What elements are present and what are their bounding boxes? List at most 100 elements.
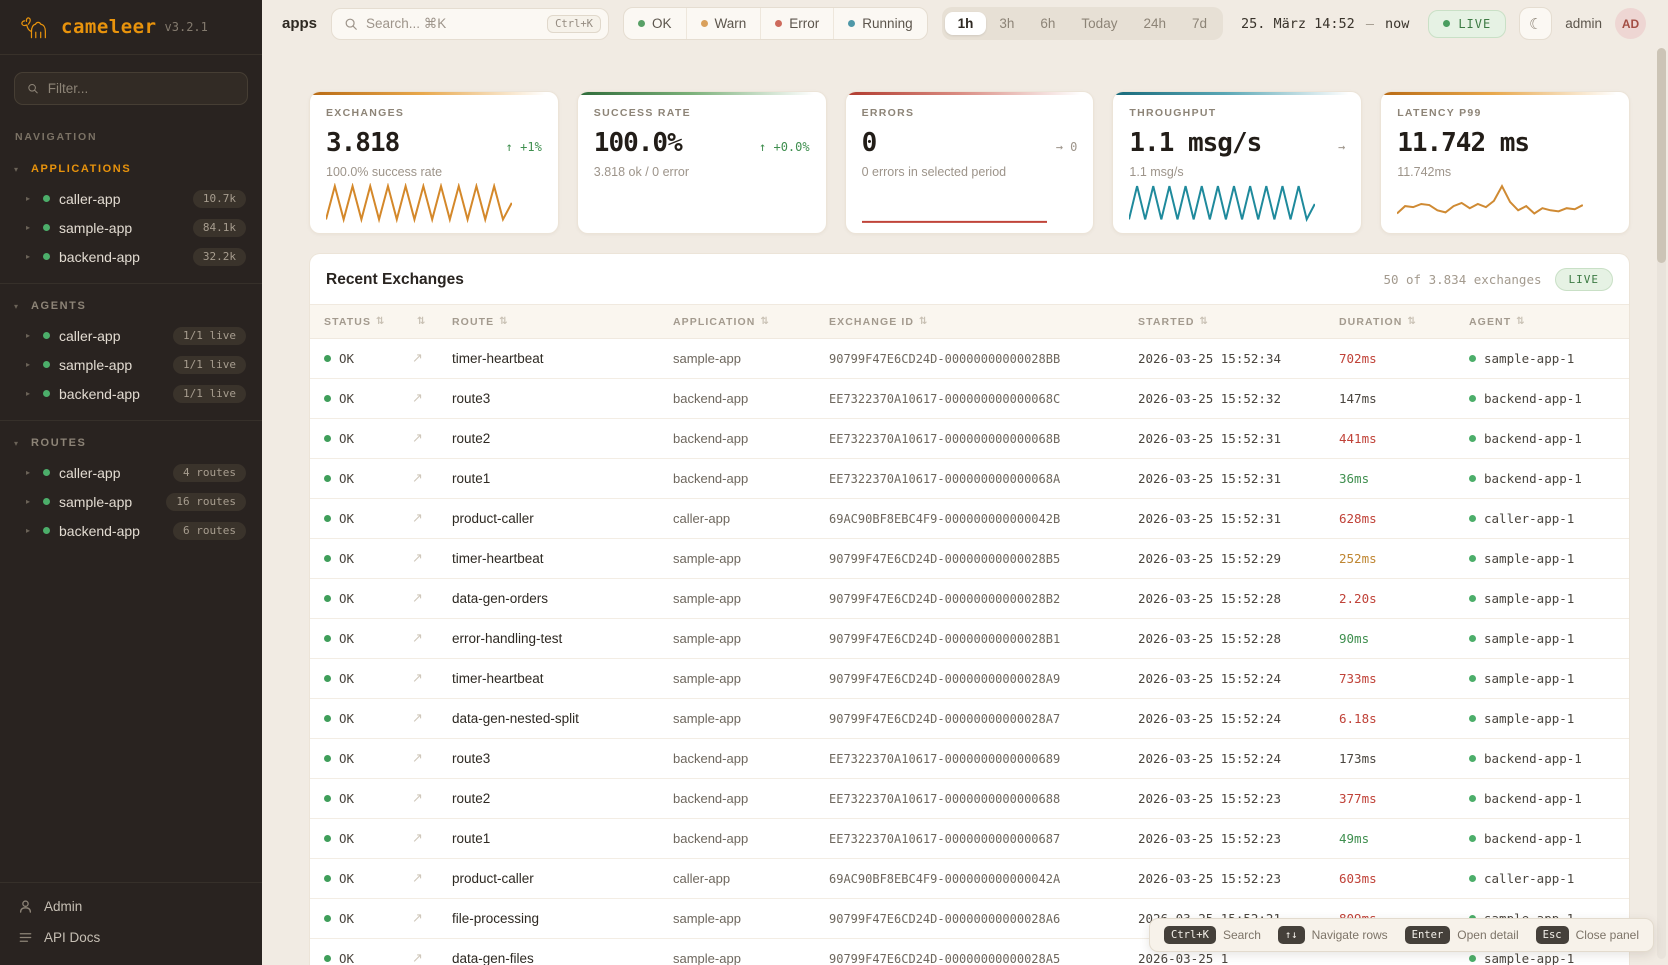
open-detail-icon[interactable]: ↗ <box>412 671 423 686</box>
live-toggle[interactable]: LIVE <box>1428 9 1507 38</box>
kpi-sparkline <box>326 183 512 225</box>
column-header[interactable]: ROUTE ⇅ <box>452 316 673 328</box>
time-range-chip[interactable]: 6h <box>1040 16 1056 31</box>
table-row[interactable]: OK ↗ timer-heartbeat sample-app 90799F47… <box>310 339 1629 379</box>
open-detail-icon[interactable]: ↗ <box>412 791 423 806</box>
duration-cell: 6.18s <box>1339 711 1377 726</box>
open-detail-icon[interactable]: ↗ <box>412 831 423 846</box>
table-row[interactable]: OK ↗ route2 backend-app EE7322370A10617-… <box>310 419 1629 459</box>
section-header-routes[interactable]: ▾ ROUTES <box>14 433 248 458</box>
kpi-label: LATENCY P99 <box>1397 107 1482 119</box>
kpi-value: 11.742 ms <box>1397 128 1530 158</box>
open-detail-icon[interactable]: ↗ <box>412 751 423 766</box>
sidebar-filter[interactable] <box>14 72 248 105</box>
time-range-chip[interactable]: 7d <box>1191 16 1208 31</box>
column-header[interactable]: STARTED ⇅ <box>1138 316 1339 328</box>
open-detail-icon[interactable]: ↗ <box>412 551 423 566</box>
open-detail-icon[interactable]: ↗ <box>412 951 423 965</box>
open-detail-icon[interactable]: ↗ <box>412 711 423 726</box>
sidebar-item-admin[interactable]: Admin <box>18 899 244 914</box>
column-header[interactable]: EXCHANGE ID ⇅ <box>829 316 1138 328</box>
scrollbar-thumb[interactable] <box>1657 48 1666 263</box>
table-row[interactable]: OK ↗ route2 backend-app EE7322370A10617-… <box>310 779 1629 819</box>
sidebar-item-agent[interactable]: ▸ caller-app 1/1 live <box>14 321 248 350</box>
application-cell: sample-app <box>673 551 741 566</box>
time-range-chip[interactable]: 24h <box>1143 16 1166 31</box>
sidebar-item-agent[interactable]: ▸ backend-app 1/1 live <box>14 379 248 408</box>
table-row[interactable]: OK ↗ route3 backend-app EE7322370A10617-… <box>310 739 1629 779</box>
section-header-applications[interactable]: ▾ APPLICATIONS <box>14 159 248 184</box>
chevron-right-icon: ▸ <box>26 252 31 261</box>
sidebar-item-application[interactable]: ▸ sample-app 84.1k <box>14 213 248 242</box>
live-dot <box>1443 20 1451 27</box>
search-input[interactable] <box>366 16 540 31</box>
search-shortcut-kbd: Ctrl+K <box>547 14 602 33</box>
kpi-card[interactable]: SUCCESS RATE 100.0% ↑ +0.0% 3.818 ok / 0… <box>576 91 827 234</box>
table-row[interactable]: OK ↗ data-gen-files sample-app 90799F47E… <box>310 939 1629 965</box>
status-cell: OK <box>324 631 412 646</box>
status-cell: OK <box>324 511 412 526</box>
table-row[interactable]: OK ↗ timer-heartbeat sample-app 90799F47… <box>310 539 1629 579</box>
agent-status-dot <box>1469 515 1476 522</box>
time-range-chip[interactable]: 3h <box>999 16 1015 31</box>
column-header[interactable]: AGENT ⇅ <box>1469 316 1615 328</box>
date-range[interactable]: 25. März 14:52 — now <box>1241 16 1409 32</box>
sidebar-item-application[interactable]: ▸ caller-app 10.7k <box>14 184 248 213</box>
column-header[interactable]: ⇅ <box>412 316 452 327</box>
open-detail-icon[interactable]: ↗ <box>412 871 423 886</box>
sidebar: cameleer v3.2.1 NAVIGATION ▾ APPLICATION… <box>0 0 262 965</box>
table-row[interactable]: OK ↗ timer-heartbeat sample-app 90799F47… <box>310 659 1629 699</box>
open-detail-icon[interactable]: ↗ <box>412 471 423 486</box>
exchange-id-cell: 90799F47E6CD24D-00000000000028BB <box>829 351 1061 366</box>
sidebar-item-agent[interactable]: ▸ sample-app 1/1 live <box>14 350 248 379</box>
kpi-card[interactable]: EXCHANGES 3.818 ↑ +1% 100.0% success rat… <box>309 91 559 234</box>
column-label: AGENT <box>1469 315 1512 328</box>
status-filter-chip[interactable]: Warn <box>685 8 761 39</box>
table-row[interactable]: OK ↗ error-handling-test sample-app 9079… <box>310 619 1629 659</box>
global-search[interactable]: Ctrl+K <box>331 7 610 40</box>
sidebar-item-route[interactable]: ▸ backend-app 6 routes <box>14 516 248 545</box>
sidebar-item-api-docs[interactable]: API Docs <box>18 930 244 945</box>
open-detail-icon[interactable]: ↗ <box>412 631 423 646</box>
open-detail-icon[interactable]: ↗ <box>412 591 423 606</box>
table-row[interactable]: OK ↗ route3 backend-app EE7322370A10617-… <box>310 379 1629 419</box>
table-row[interactable]: OK ↗ data-gen-orders sample-app 90799F47… <box>310 579 1629 619</box>
sidebar-item-route[interactable]: ▸ caller-app 4 routes <box>14 458 248 487</box>
duration-cell: 147ms <box>1339 391 1377 406</box>
time-range-chip[interactable]: 1h <box>944 12 987 35</box>
started-cell: 2026-03-25 15:52:23 <box>1138 831 1281 846</box>
table-row[interactable]: OK ↗ product-caller caller-app 69AC90BF8… <box>310 499 1629 539</box>
avatar[interactable]: AD <box>1615 8 1646 39</box>
table-row[interactable]: OK ↗ route1 backend-app EE7322370A10617-… <box>310 819 1629 859</box>
column-header[interactable]: DURATION ⇅ <box>1339 316 1469 328</box>
agent-cell: backend-app-1 <box>1469 791 1615 806</box>
theme-toggle-button[interactable]: ☾ <box>1519 7 1553 40</box>
status-filter-chip[interactable]: Running <box>833 8 926 39</box>
open-detail-icon[interactable]: ↗ <box>412 391 423 406</box>
column-header[interactable]: APPLICATION ⇅ <box>673 316 829 328</box>
open-detail-icon[interactable]: ↗ <box>412 351 423 366</box>
exchange-id-cell: EE7322370A10617-000000000000068A <box>829 471 1061 486</box>
table-row[interactable]: OK ↗ data-gen-nested-split sample-app 90… <box>310 699 1629 739</box>
agent-cell: sample-app-1 <box>1469 671 1615 686</box>
started-cell: 2026-03-25 15:52:31 <box>1138 511 1281 526</box>
column-header[interactable]: STATUS ⇅ <box>324 316 412 328</box>
time-range-chip[interactable]: Today <box>1081 16 1118 31</box>
section-header-agents[interactable]: ▾ AGENTS <box>14 296 248 321</box>
filter-input[interactable] <box>47 81 235 96</box>
kpi-card[interactable]: LATENCY P99 11.742 ms 11.742ms <box>1380 91 1630 234</box>
status-filter-chip[interactable]: OK <box>624 8 686 39</box>
sidebar-item-application[interactable]: ▸ backend-app 32.2k <box>14 242 248 271</box>
table-row[interactable]: OK ↗ route1 backend-app EE7322370A10617-… <box>310 459 1629 499</box>
kpi-card[interactable]: ERRORS 0 → 0 0 errors in selected period <box>844 91 1095 234</box>
open-detail-icon[interactable]: ↗ <box>412 911 423 926</box>
status-filter-chip[interactable]: Error <box>760 8 833 39</box>
column-label: EXCHANGE ID <box>829 315 915 328</box>
sidebar-item-route[interactable]: ▸ sample-app 16 routes <box>14 487 248 516</box>
scrollbar[interactable] <box>1657 48 1666 959</box>
kpi-card[interactable]: THROUGHPUT 1.1 msg/s → 1.1 msg/s <box>1112 91 1363 234</box>
status-dot <box>43 361 50 368</box>
open-detail-icon[interactable]: ↗ <box>412 431 423 446</box>
open-detail-icon[interactable]: ↗ <box>412 511 423 526</box>
table-row[interactable]: OK ↗ product-caller caller-app 69AC90BF8… <box>310 859 1629 899</box>
